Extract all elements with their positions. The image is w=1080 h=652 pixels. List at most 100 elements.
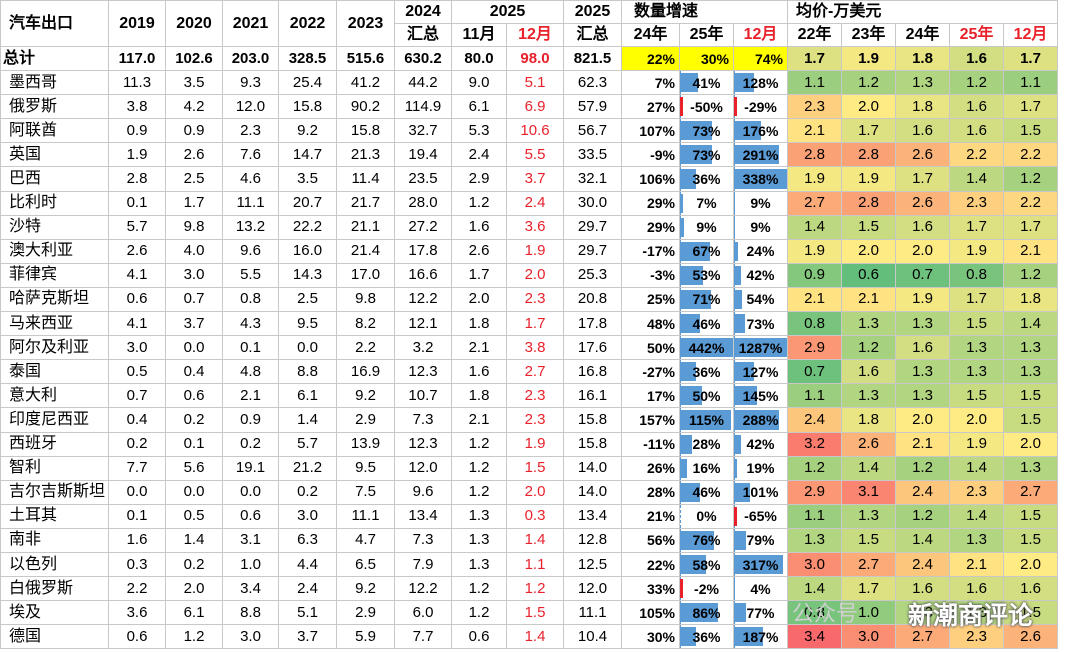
- growth-25-cell: 0%: [679, 503, 734, 529]
- cell-y2023: 2.2: [336, 335, 395, 361]
- col-2024-sub: 汇总: [394, 23, 452, 47]
- growth-12-cell-label: 4%: [750, 580, 771, 597]
- growth-25-cell-bar: [680, 530, 714, 550]
- cell-y2022: 4.4: [278, 551, 337, 578]
- price-cell: 1.1: [787, 383, 842, 409]
- growth-24-cell: 26%: [621, 455, 680, 481]
- country-name: 白俄罗斯: [0, 576, 109, 602]
- cell-y2022: 14.7: [278, 142, 337, 168]
- growth-12-cell: 9%: [733, 214, 788, 240]
- cell-y2025: 17.6: [563, 335, 622, 361]
- country-name: 马来西亚: [0, 311, 109, 337]
- growth-25-cell: 73%: [679, 142, 734, 168]
- growth-12-cell: 77%: [733, 600, 788, 626]
- cell-y2021: 0.2: [222, 431, 279, 457]
- price-cell: 1.3: [949, 359, 1004, 385]
- growth-12-cell-label: 176%: [742, 122, 779, 139]
- cell-dec: 0.3: [506, 503, 564, 529]
- cell-y2023: 6.5: [336, 551, 395, 578]
- brand-watermark: 新潮商评论: [908, 601, 1034, 630]
- price-cell: 2.1: [787, 118, 842, 144]
- price-group-header: 均价-万美元: [786, 0, 1059, 24]
- cell-y2020: 0.0: [165, 335, 223, 361]
- cell-nov: 1.3: [451, 503, 507, 529]
- table-row: 智利 7.7 5.6 19.1 21.2 9.5 12.0 1.2 1.5 14.0 26% 16% 1…: [0, 455, 1080, 481]
- growth-25-cell-bar: [680, 289, 712, 310]
- growth-12-cell: 145%: [733, 383, 788, 409]
- cell-y2024: 10.7: [394, 383, 452, 409]
- growth-25-cell-label: 58%: [692, 556, 721, 573]
- cell-nov: 2.0: [451, 286, 507, 313]
- cell-y2019: 2.8: [108, 166, 166, 192]
- cell-y2019: 1.6: [108, 527, 166, 553]
- cell-y2022: 16.0: [278, 238, 337, 264]
- cell-y2019: 11.3: [108, 70, 166, 96]
- cell-y2025: 33.5: [563, 142, 622, 168]
- growth-12-cell-label: 73%: [746, 315, 775, 332]
- growth-24-cell: -27%: [621, 359, 680, 385]
- price-cell: 2.8: [841, 190, 896, 216]
- growth-25-cell: 50%: [679, 383, 734, 409]
- cell-nov: 80.0: [451, 45, 507, 72]
- price-cell: 1.6: [841, 359, 896, 385]
- growth-25-cell-label: 46%: [692, 484, 721, 501]
- cell-y2019: 7.7: [108, 455, 166, 481]
- cell-y2022: 328.5: [278, 45, 337, 72]
- cell-y2019: 0.0: [108, 479, 166, 505]
- growth-25-cell-label: 73%: [692, 122, 721, 139]
- cell-nov: 1.2: [451, 455, 507, 481]
- growth-24-cell: 56%: [621, 527, 680, 553]
- col-growth-24: 24年: [621, 23, 680, 47]
- growth-12-cell: 291%: [733, 142, 788, 168]
- country-name: 俄罗斯: [0, 94, 109, 120]
- price-cell: 1.5: [841, 527, 896, 553]
- price-cell: 3.0: [787, 551, 842, 578]
- cell-y2021: 4.3: [222, 311, 279, 337]
- cell-dec: 5.1: [506, 70, 564, 96]
- growth-25-cell: 73%: [679, 118, 734, 144]
- price-cell: 1.6: [895, 335, 950, 361]
- cell-dec: 1.9: [506, 238, 564, 264]
- cell-y2025: 10.4: [563, 624, 622, 650]
- growth-25-cell: 7%: [679, 190, 734, 216]
- table-row: 巴西 2.8 2.5 4.6 3.5 11.4 23.5 2.9 3.7 32.1 106% 36% 3…: [0, 166, 1080, 192]
- cell-y2019: 0.6: [108, 624, 166, 650]
- price-cell: 1.9: [841, 45, 896, 72]
- country-name: 智利: [0, 455, 109, 481]
- growth-24-cell: 48%: [621, 311, 680, 337]
- cell-dec: 2.7: [506, 359, 564, 385]
- growth-12-cell: 42%: [733, 431, 788, 457]
- price-cell: 1.7: [1002, 45, 1059, 72]
- cell-y2019: 0.3: [108, 551, 166, 578]
- growth-25-cell: 71%: [679, 286, 734, 313]
- price-cell: 2.7: [1002, 479, 1059, 505]
- table-row: 土耳其 0.1 0.5 0.6 3.0 11.1 13.4 1.3 0.3 13.4 21% 0% -6…: [0, 503, 1080, 529]
- growth-24-cell: 28%: [621, 479, 680, 505]
- growth-25-cell-label: 28%: [692, 436, 721, 453]
- growth-12-cell-bar: [734, 289, 743, 310]
- price-cell: 1.1: [787, 70, 842, 96]
- country-name: 土耳其: [0, 503, 109, 529]
- growth-25-cell-label: 36%: [692, 628, 721, 645]
- price-cell: 2.1: [949, 551, 1004, 578]
- cell-y2020: 0.9: [165, 118, 223, 144]
- price-cell: 1.7: [949, 214, 1004, 240]
- price-cell: 2.6: [895, 190, 950, 216]
- table-row: 意大利 0.7 0.6 2.1 6.1 9.2 10.7 1.8 2.3 16.1 17% 50% 14…: [0, 383, 1080, 409]
- cell-y2021: 12.0: [222, 94, 279, 120]
- cell-y2024: 12.3: [394, 359, 452, 385]
- growth-25-cell-label: -50%: [690, 98, 723, 115]
- price-cell: 1.4: [1002, 311, 1059, 337]
- cell-y2023: 9.5: [336, 455, 395, 481]
- cell-y2023: 17.0: [336, 262, 395, 288]
- cell-y2021: 19.1: [222, 455, 279, 481]
- cell-y2023: 2.9: [336, 600, 395, 626]
- cell-nov: 0.6: [451, 624, 507, 650]
- cell-y2021: 2.3: [222, 118, 279, 144]
- cell-y2020: 0.2: [165, 407, 223, 433]
- col-growth-12: 12月: [733, 23, 788, 47]
- cell-nov: 5.3: [451, 118, 507, 144]
- cell-y2021: 3.1: [222, 527, 279, 553]
- price-cell: 1.2: [895, 455, 950, 481]
- table-row: 英国 1.9 2.6 7.6 14.7 21.3 19.4 2.4 5.5 33.5 -9% 73% 2…: [0, 142, 1080, 168]
